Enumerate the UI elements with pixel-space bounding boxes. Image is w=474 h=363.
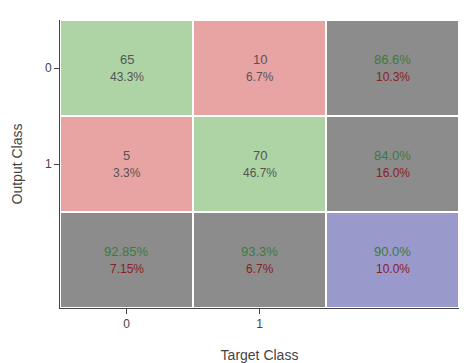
svg-text:65: 65 [120,52,134,67]
svg-text:6.7%: 6.7% [246,70,274,84]
svg-text:Output Class: Output Class [9,124,25,205]
svg-text:16.0%: 16.0% [376,166,410,180]
svg-text:93.3%: 93.3% [241,244,278,259]
svg-text:0: 0 [45,61,52,75]
svg-text:10.3%: 10.3% [376,70,410,84]
svg-text:7.15%: 7.15% [110,262,144,276]
svg-text:86.6%: 86.6% [374,52,411,67]
svg-text:1: 1 [256,317,263,331]
svg-text:43.3%: 43.3% [110,70,144,84]
svg-text:70: 70 [253,148,267,163]
svg-text:92.85%: 92.85% [104,244,149,259]
svg-text:5: 5 [123,148,130,163]
svg-text:10.0%: 10.0% [376,262,410,276]
svg-text:1: 1 [45,157,52,171]
svg-text:46.7%: 46.7% [243,166,277,180]
svg-text:0: 0 [123,317,130,331]
svg-text:90.0%: 90.0% [374,244,411,259]
svg-text:84.0%: 84.0% [374,148,411,163]
svg-text:10: 10 [253,52,267,67]
svg-text:6.7%: 6.7% [246,262,274,276]
svg-text:Target Class: Target Class [221,347,299,363]
svg-text:3.3%: 3.3% [113,166,141,180]
